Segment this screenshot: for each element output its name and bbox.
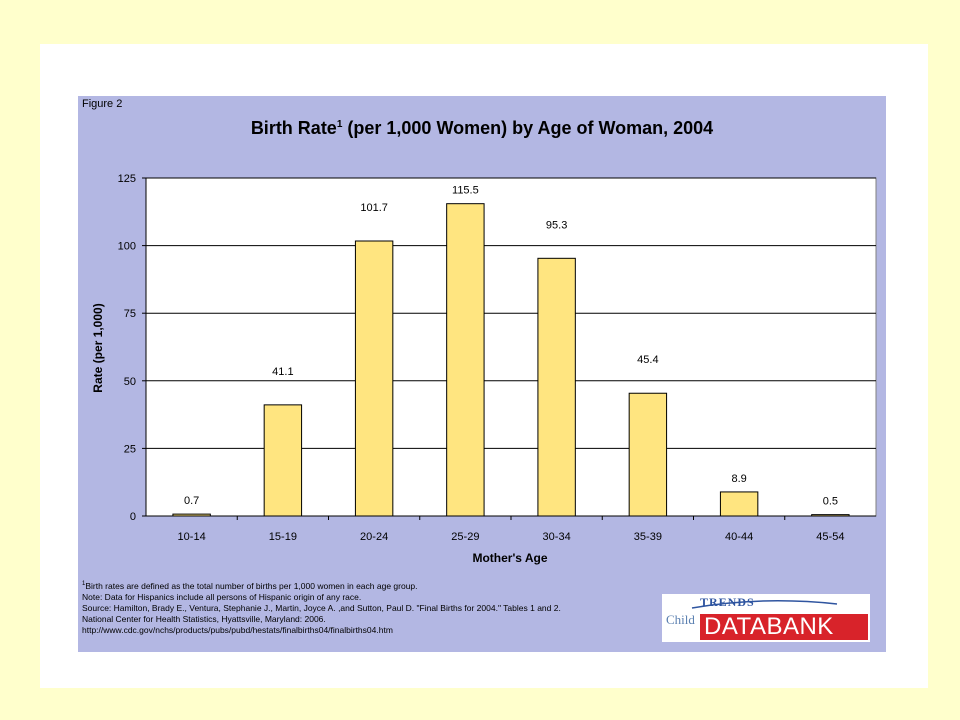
bar bbox=[172, 513, 211, 517]
x-tick-label: 20-24 bbox=[360, 531, 388, 543]
y-axis-label: Rate (per 1,000) bbox=[91, 303, 105, 392]
data-label: 115.5 bbox=[452, 185, 479, 197]
x-tick-label: 35-39 bbox=[634, 531, 662, 543]
bar bbox=[263, 404, 303, 517]
x-tick-label: 45-54 bbox=[816, 531, 844, 543]
figure-label: Figure 2 bbox=[82, 98, 123, 110]
footnote-publisher: National Center for Health Statistics, H… bbox=[82, 613, 326, 624]
logo-child-text: Child bbox=[666, 612, 695, 627]
footnote-definition: 1Birth rates are defined as the total nu… bbox=[82, 580, 418, 591]
x-tick-label: 40-44 bbox=[725, 531, 753, 543]
data-label: 45.4 bbox=[637, 354, 658, 366]
bar bbox=[628, 392, 668, 517]
footnote-source: Source: Hamilton, Brady E., Ventura, Ste… bbox=[82, 602, 561, 613]
bar bbox=[446, 203, 485, 517]
child-trends-databank-logo[interactable]: Child TRENDS DATABANK bbox=[662, 594, 870, 642]
chart-title-footnote-mark: 1 bbox=[336, 119, 343, 130]
data-label: 8.9 bbox=[731, 473, 746, 485]
data-label: 95.3 bbox=[546, 219, 567, 231]
y-tick-label: 50 bbox=[124, 376, 136, 388]
logo-swoosh-icon bbox=[691, 600, 838, 609]
y-tick-label: 75 bbox=[124, 308, 136, 320]
data-label: 41.1 bbox=[272, 366, 293, 378]
bar bbox=[719, 491, 759, 517]
logo-databank-text: DATABANK bbox=[704, 613, 834, 640]
x-tick-label: 15-19 bbox=[269, 531, 297, 543]
footnote-note: Note: Data for Hispanics include all per… bbox=[82, 591, 362, 602]
chart-title-rest: (per 1,000 Women) by Age of Woman, 2004 bbox=[342, 118, 714, 138]
logo-red-bar bbox=[700, 614, 868, 640]
data-label: 0.5 bbox=[823, 496, 838, 508]
x-tick-label: 30-34 bbox=[543, 531, 571, 543]
data-label: 0.7 bbox=[184, 495, 199, 507]
chart-title-main: Birth Rate bbox=[250, 118, 337, 138]
x-axis-label: Mother's Age bbox=[472, 551, 547, 565]
bar bbox=[354, 240, 394, 517]
x-tick-label: 25-29 bbox=[451, 531, 479, 543]
logo-trends-text: TRENDS bbox=[700, 595, 755, 609]
y-tick-label: 0 bbox=[130, 511, 136, 523]
footnote-url[interactable]: http://www.cdc.gov/nchs/products/pubs/pu… bbox=[82, 624, 393, 635]
plot-area bbox=[145, 177, 877, 517]
bar bbox=[811, 514, 850, 517]
bar bbox=[537, 257, 576, 517]
data-label: 101.7 bbox=[360, 202, 388, 214]
x-tick-label: 10-14 bbox=[178, 531, 206, 543]
y-tick-label: 100 bbox=[118, 241, 136, 253]
y-tick-label: 25 bbox=[124, 443, 136, 455]
footnotes: 1Birth rates are defined as the total nu… bbox=[82, 579, 642, 636]
chart-title: Birth Rate1 (per 1,000 Women) by Age of … bbox=[78, 118, 886, 139]
y-tick-label: 125 bbox=[118, 173, 136, 185]
